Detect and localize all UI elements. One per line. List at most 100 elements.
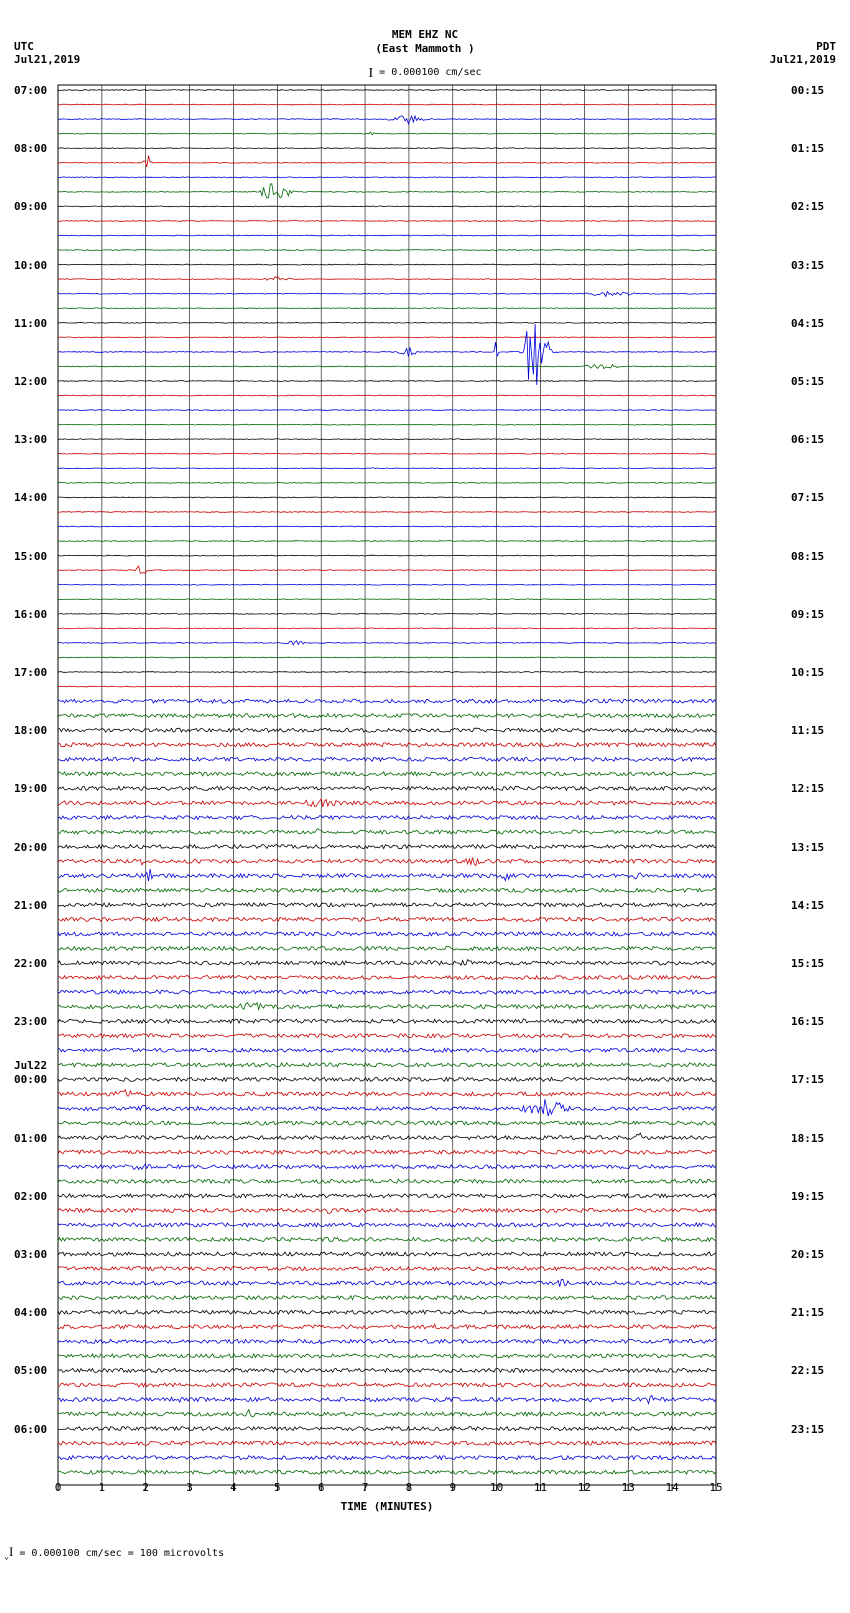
trace-84 bbox=[58, 1310, 716, 1314]
left-label-01:00: 01:00 bbox=[14, 1132, 47, 1145]
xtick-12: 12 bbox=[578, 1481, 591, 1494]
trace-74 bbox=[58, 1164, 716, 1169]
left-label-20:00: 20:00 bbox=[14, 841, 47, 854]
right-label-02:15: 02:15 bbox=[791, 200, 824, 213]
trace-79 bbox=[58, 1238, 716, 1242]
trace-54 bbox=[58, 869, 716, 881]
trace-25 bbox=[58, 453, 716, 454]
right-label-18:15: 18:15 bbox=[791, 1132, 824, 1145]
right-label-17:15: 17:15 bbox=[791, 1073, 824, 1086]
trace-69 bbox=[58, 1090, 716, 1096]
trace-6 bbox=[58, 177, 716, 178]
trace-50 bbox=[58, 816, 716, 820]
xtick-4: 4 bbox=[230, 1481, 237, 1494]
left-label-11:00: 11:00 bbox=[14, 317, 47, 330]
trace-87 bbox=[58, 1354, 716, 1358]
trace-62 bbox=[58, 990, 716, 994]
trace-29 bbox=[58, 512, 716, 513]
trace-76 bbox=[58, 1194, 716, 1198]
right-label-07:15: 07:15 bbox=[791, 491, 824, 504]
trace-20 bbox=[58, 381, 716, 382]
xtick-1: 1 bbox=[99, 1481, 106, 1494]
trace-51 bbox=[58, 829, 716, 834]
trace-80 bbox=[58, 1252, 716, 1256]
trace-22 bbox=[58, 410, 716, 411]
scale-label: = 0.000100 cm/sec bbox=[379, 67, 481, 78]
trace-68 bbox=[58, 1077, 716, 1081]
left-label-09:00: 09:00 bbox=[14, 200, 47, 213]
trace-86 bbox=[58, 1339, 716, 1343]
left-label-14:00: 14:00 bbox=[14, 491, 47, 504]
right-label-16:15: 16:15 bbox=[791, 1015, 824, 1028]
trace-16 bbox=[58, 322, 716, 323]
left-label-13:00: 13:00 bbox=[14, 433, 47, 446]
footer-scale: ⌄I = 0.000100 cm/sec = 100 microvolts bbox=[4, 1544, 224, 1561]
trace-37 bbox=[58, 628, 716, 629]
right-label-14:15: 14:15 bbox=[791, 899, 824, 912]
right-label-04:15: 04:15 bbox=[791, 317, 824, 330]
trace-30 bbox=[58, 526, 716, 527]
left-label-Jul22: Jul22 bbox=[14, 1059, 47, 1072]
right-label-15:15: 15:15 bbox=[791, 957, 824, 970]
trace-89 bbox=[58, 1383, 716, 1387]
left-label-08:00: 08:00 bbox=[14, 142, 47, 155]
trace-23 bbox=[58, 424, 716, 425]
trace-3 bbox=[58, 132, 716, 135]
trace-83 bbox=[58, 1296, 716, 1300]
trace-21 bbox=[58, 395, 716, 396]
trace-64 bbox=[58, 1019, 716, 1023]
scale-indicator: I = 0.000100 cm/sec bbox=[0, 66, 850, 82]
station-code: MEM EHZ NC bbox=[0, 28, 850, 42]
trace-78 bbox=[58, 1223, 716, 1227]
left-label-21:00: 21:00 bbox=[14, 899, 47, 912]
trace-28 bbox=[58, 497, 716, 498]
trace-18 bbox=[58, 324, 716, 385]
xtick-2: 2 bbox=[142, 1481, 149, 1494]
trace-67 bbox=[58, 1063, 716, 1067]
trace-72 bbox=[58, 1133, 716, 1140]
x-tick-labels: 0123456789101112131415 bbox=[58, 1481, 716, 1495]
trace-58 bbox=[58, 932, 716, 936]
trace-73 bbox=[58, 1150, 716, 1154]
trace-63 bbox=[58, 1003, 716, 1010]
trace-60 bbox=[58, 960, 716, 966]
x-axis-label: TIME (MINUTES) bbox=[58, 1500, 716, 1513]
chart-header: MEM EHZ NC (East Mammoth ) bbox=[0, 28, 850, 57]
trace-94 bbox=[58, 1456, 716, 1460]
trace-61 bbox=[58, 976, 716, 980]
left-label-04:00: 04:00 bbox=[14, 1306, 47, 1319]
trace-17 bbox=[58, 337, 716, 338]
left-label-03:00: 03:00 bbox=[14, 1248, 47, 1261]
trace-10 bbox=[58, 235, 716, 236]
right-label-03:15: 03:15 bbox=[791, 259, 824, 272]
trace-32 bbox=[58, 555, 716, 556]
xtick-9: 9 bbox=[449, 1481, 456, 1494]
trace-38 bbox=[58, 641, 716, 645]
trace-53 bbox=[58, 858, 716, 866]
right-label-08:15: 08:15 bbox=[791, 550, 824, 563]
xtick-5: 5 bbox=[274, 1481, 281, 1494]
footer-text: = 0.000100 cm/sec = 100 microvolts bbox=[19, 1548, 224, 1559]
trace-56 bbox=[58, 903, 716, 907]
trace-34 bbox=[58, 584, 716, 585]
station-location: (East Mammoth ) bbox=[0, 42, 850, 56]
right-label-22:15: 22:15 bbox=[791, 1364, 824, 1377]
xtick-15: 15 bbox=[709, 1481, 722, 1494]
trace-66 bbox=[58, 1048, 716, 1052]
seismogram-container: UTC Jul21,2019 PDT Jul21,2019 MEM EHZ NC… bbox=[0, 0, 850, 1613]
right-label-20:15: 20:15 bbox=[791, 1248, 824, 1261]
trace-36 bbox=[58, 613, 716, 614]
right-label-01:15: 01:15 bbox=[791, 142, 824, 155]
right-label-21:15: 21:15 bbox=[791, 1306, 824, 1319]
trace-90 bbox=[58, 1395, 716, 1403]
trace-8 bbox=[58, 206, 716, 207]
trace-5 bbox=[58, 156, 716, 167]
trace-15 bbox=[58, 308, 716, 309]
trace-4 bbox=[58, 148, 716, 149]
xtick-8: 8 bbox=[406, 1481, 413, 1494]
right-label-10:15: 10:15 bbox=[791, 666, 824, 679]
left-label-17:00: 17:00 bbox=[14, 666, 47, 679]
trace-45 bbox=[58, 743, 716, 747]
trace-75 bbox=[58, 1179, 716, 1183]
trace-14 bbox=[58, 292, 716, 297]
